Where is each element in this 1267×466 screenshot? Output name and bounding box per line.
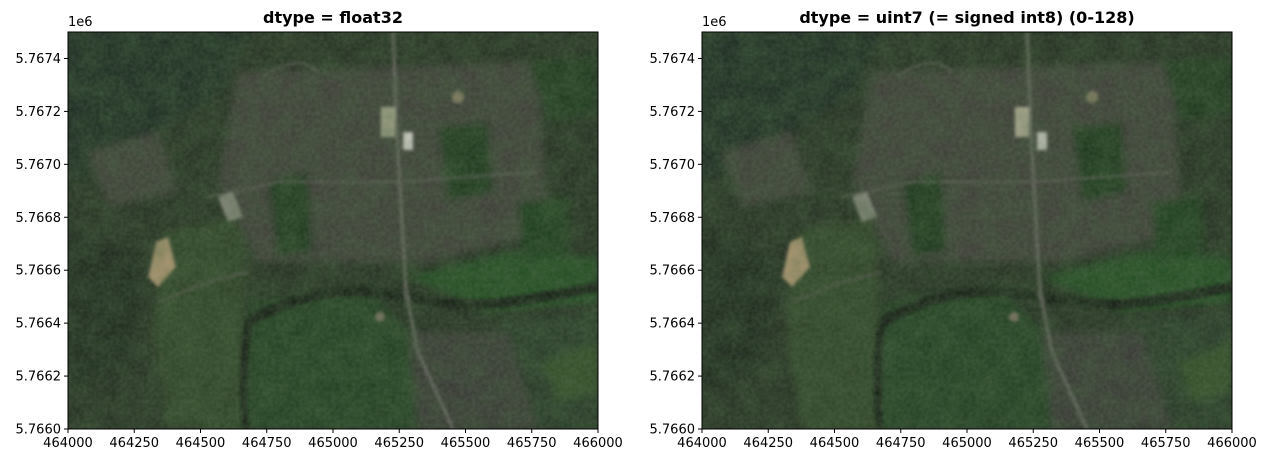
x-tick-label: 465500	[441, 436, 491, 451]
x-tick-label: 465500	[1075, 436, 1125, 451]
x-tick-label: 465000	[308, 436, 358, 451]
chart-title: dtype = uint7 (= signed int8) (0-128)	[799, 8, 1134, 27]
image-texture	[68, 32, 598, 429]
y-offset-label: 1e6	[702, 15, 727, 30]
y-tick-label: 5.7660	[650, 423, 696, 438]
y-tick-label: 5.7674	[650, 52, 696, 67]
y-tick-label: 5.7670	[650, 158, 696, 173]
y-tick-label: 5.7664	[16, 317, 62, 332]
y-tick-label: 5.7660	[16, 423, 62, 438]
x-tick-label: 464250	[109, 436, 159, 451]
y-axis: 5.7660 5.7662 5.7664 5.7666 5.7668 5.7670 5.76…	[650, 52, 702, 438]
x-tick-label: 464750	[876, 436, 926, 451]
y-tick-label: 5.7668	[650, 211, 696, 226]
x-tick-label: 464500	[176, 436, 226, 451]
x-tick-label: 464500	[810, 436, 860, 451]
y-tick-label: 5.7672	[16, 105, 62, 120]
x-tick-label: 465000	[942, 436, 992, 451]
panel-right: dtype = uint7 (= signed int8) (0-128) 1e…	[650, 8, 1257, 451]
image-texture	[702, 32, 1232, 429]
y-tick-label: 5.7668	[16, 211, 62, 226]
y-offset-label: 1e6	[68, 15, 93, 30]
y-tick-label: 5.7672	[650, 105, 696, 120]
x-tick-label: 466000	[573, 436, 623, 451]
panel-left: dtype = float32 1e6 464000 464250 464500 46…	[16, 8, 623, 451]
x-tick-label: 464000	[43, 436, 93, 451]
y-tick-label: 5.7666	[16, 264, 62, 279]
chart-title: dtype = float32	[263, 8, 403, 27]
x-axis: 464000 464250 464500 464750 465000 465250 4655…	[677, 429, 1257, 451]
y-tick-label: 5.7670	[16, 158, 62, 173]
x-tick-label: 464750	[242, 436, 292, 451]
y-axis: 5.7660 5.7662 5.7664 5.7666 5.7668 5.7670 5.76…	[16, 52, 68, 438]
y-tick-label: 5.7666	[650, 264, 696, 279]
y-tick-label: 5.7662	[16, 370, 62, 385]
x-tick-label: 465250	[374, 436, 424, 451]
x-tick-label: 465250	[1008, 436, 1058, 451]
y-tick-label: 5.7664	[650, 317, 696, 332]
x-tick-label: 464250	[743, 436, 793, 451]
y-tick-label: 5.7662	[650, 370, 696, 385]
y-tick-label: 5.7674	[16, 52, 62, 67]
satellite-image	[702, 32, 1232, 429]
x-axis: 464000 464250 464500 464750 465000 465250 4655…	[43, 429, 623, 451]
x-tick-label: 465750	[1141, 436, 1191, 451]
x-tick-label: 464000	[677, 436, 727, 451]
x-tick-label: 465750	[507, 436, 557, 451]
x-tick-label: 466000	[1207, 436, 1257, 451]
satellite-image	[68, 32, 598, 429]
